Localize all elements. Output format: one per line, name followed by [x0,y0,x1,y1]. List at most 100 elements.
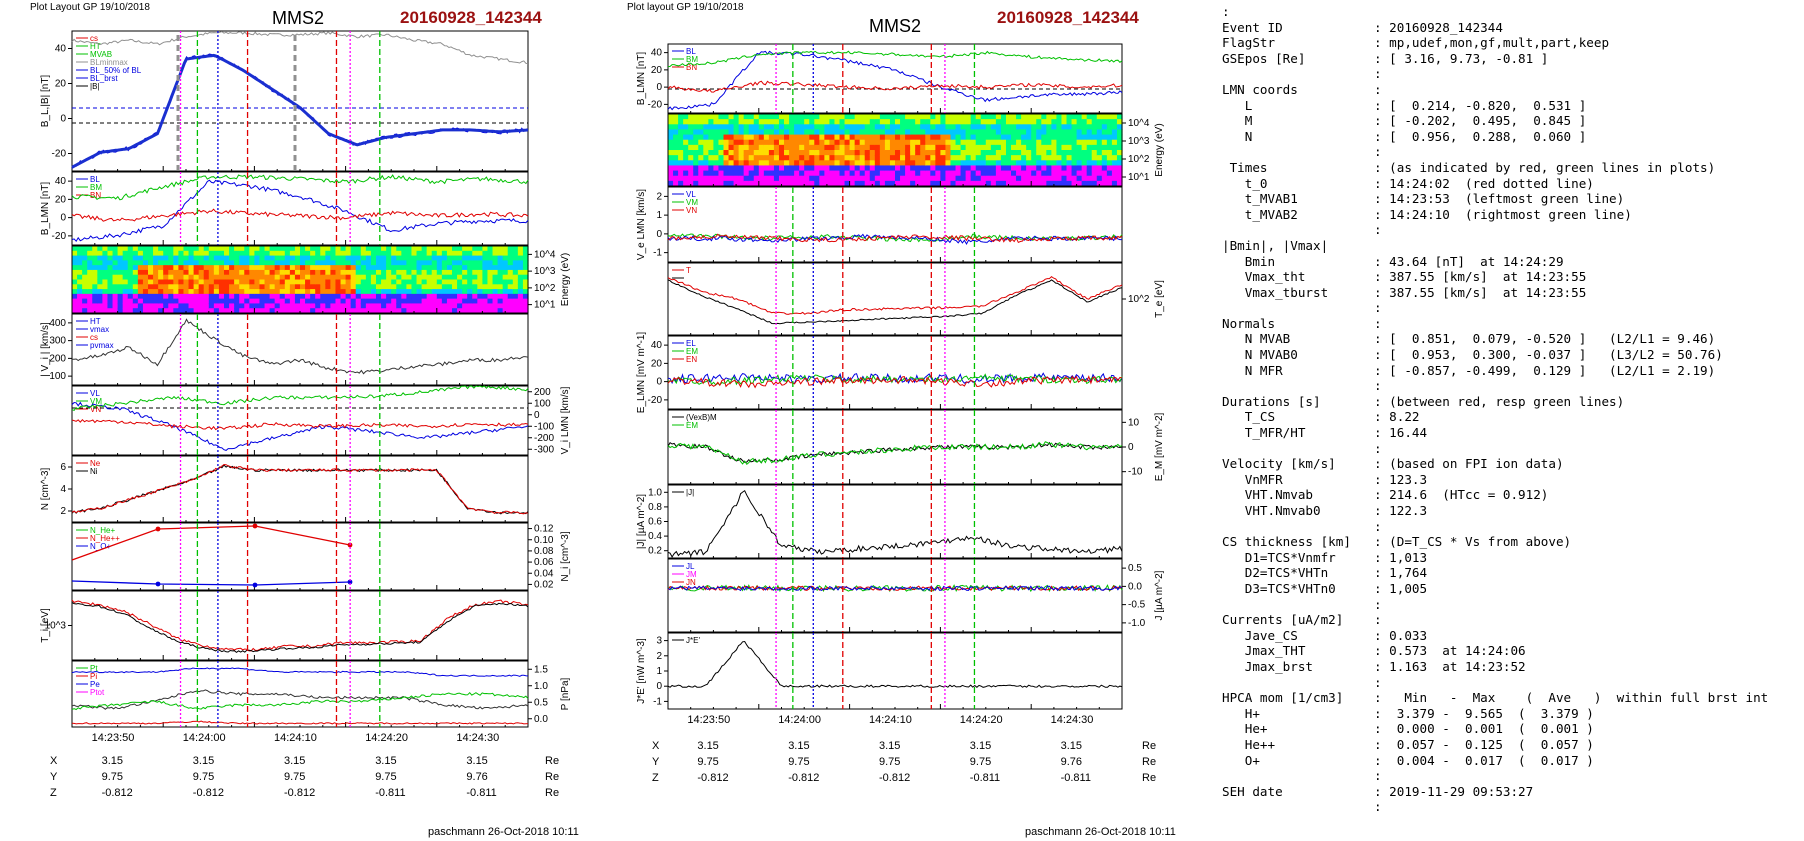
heatmap-cell [512,289,519,295]
heatmap-cell [1066,134,1073,141]
heatmap-cell [889,144,896,151]
heatmap-cell [406,279,413,285]
heatmap-cell [497,265,504,271]
heatmap-cell [763,180,770,187]
heatmap-cell [350,265,357,271]
heatmap-cell [1091,150,1098,156]
heatmap-cell [477,246,483,252]
heatmap-cell [814,129,820,136]
heatmap-cell [879,170,886,177]
heatmap-cell [1106,150,1113,156]
legend-label: EN [686,355,697,364]
heatmap-cell [365,246,372,252]
heatmap-cell [386,269,392,276]
info-value: : (D=T_CS * Vs from above) [1374,534,1572,550]
heatmap-cell [522,279,529,285]
heatmap-cell [411,289,418,295]
heatmap-cell [1081,114,1088,120]
heatmap-cell [163,269,169,276]
heatmap-cell [910,124,916,131]
heatmap-cell [112,293,119,300]
heatmap-cell [763,160,770,167]
heatmap-cell [1005,134,1012,141]
info-row: Durations [s]: (between red, resp green … [1222,394,1768,410]
heatmap-cell [864,144,871,151]
heatmap-cell [784,144,790,151]
heatmap-cell [1026,134,1032,141]
heatmap-cell [1000,150,1007,156]
heatmap-cell [457,246,463,252]
heatmap-cell [1046,114,1052,120]
heatmap-cell [72,265,78,271]
y-tick-label: 1 [656,210,662,221]
heatmap-cell [477,274,483,281]
heatmap-cell [668,144,674,151]
heatmap-cell [376,274,382,281]
heatmap-cell [467,255,473,261]
heatmap-cell [794,150,800,156]
heatmap-cell [985,119,992,125]
heatmap-cell [683,139,689,146]
heatmap-cell [743,119,750,125]
heatmap-cell [854,165,861,172]
heatmap-cell [107,298,114,305]
info-key: VHT.Nmvab [1222,487,1313,503]
heatmap-cell [1016,124,1022,131]
heatmap-cell [193,298,200,305]
heatmap-cell [97,260,103,266]
heatmap-cell [738,119,745,125]
heatmap-cell [482,303,489,309]
heatmap-cell [492,255,499,261]
heatmap-cell [320,298,326,305]
heatmap-cell [950,139,957,146]
heatmap-cell [794,114,800,120]
heatmap-cell [482,289,489,295]
heatmap-cell [441,303,448,309]
heatmap-cell [1031,150,1037,156]
y-tick-label: 6 [60,462,66,473]
y-tick-label: 20 [55,194,67,205]
heatmap-cell [289,298,296,305]
heatmap-cell [854,134,861,141]
heatmap-cell [990,129,997,136]
heatmap-cell [1041,180,1047,187]
heatmap-cell [391,284,397,290]
info-key: Jmax_brst [1222,658,1313,674]
heatmap-cell [446,293,453,300]
heatmap-cell [874,114,881,120]
info-row: : [1222,441,1768,457]
heatmap-cell [305,303,311,309]
heatmap-cell [82,279,88,285]
heatmap-cell [431,284,438,290]
heatmap-cell [426,279,433,285]
y-axis-label: E_M [mV m^-2] [1154,412,1165,481]
series-en [667,375,1123,389]
info-row: Jmax_brst: 1.163 at 14:23:52 [1222,659,1768,675]
data-point [252,523,258,529]
heatmap-cell [97,274,103,281]
heatmap-cell [849,155,856,161]
heatmap-cell [965,170,972,177]
heatmap-cell [718,119,725,125]
heatmap-cell [477,269,483,276]
heatmap-cell [980,129,987,136]
heatmap-cell [1071,175,1078,182]
heatmap-cell [72,250,78,257]
heatmap-cell [804,180,810,187]
heatmap-cell [673,155,679,161]
heatmap-cell [441,246,448,252]
heatmap-cell [391,298,397,305]
heatmap-cell [1116,155,1123,161]
heatmap-cell [153,293,159,300]
info-row: : [1222,300,1768,316]
legend-label: BN [686,63,697,72]
heatmap-cell [102,265,109,271]
heatmap-cell [748,139,755,146]
heatmap-cell [229,269,235,276]
heatmap-cell [859,119,866,125]
heatmap-cell [431,308,438,314]
left-pos-value: -0.812 [284,787,316,799]
heatmap-cell [82,289,88,295]
heatmap-cell [249,255,255,261]
heatmap-cell [502,250,509,257]
